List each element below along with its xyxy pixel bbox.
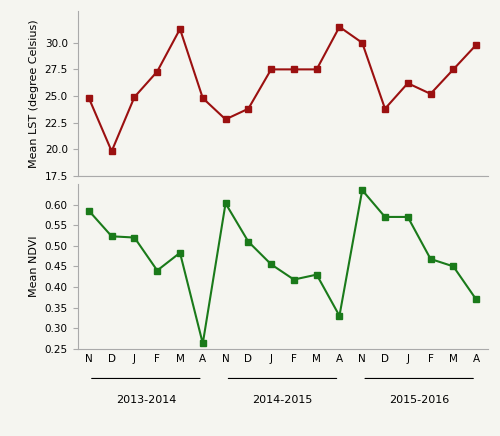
Y-axis label: Mean LST (degree Celsius): Mean LST (degree Celsius) bbox=[29, 19, 39, 167]
Y-axis label: Mean NDVI: Mean NDVI bbox=[29, 235, 39, 297]
Text: 2014-2015: 2014-2015 bbox=[252, 395, 312, 405]
Text: 2013-2014: 2013-2014 bbox=[116, 395, 176, 405]
Text: 2015-2016: 2015-2016 bbox=[389, 395, 450, 405]
